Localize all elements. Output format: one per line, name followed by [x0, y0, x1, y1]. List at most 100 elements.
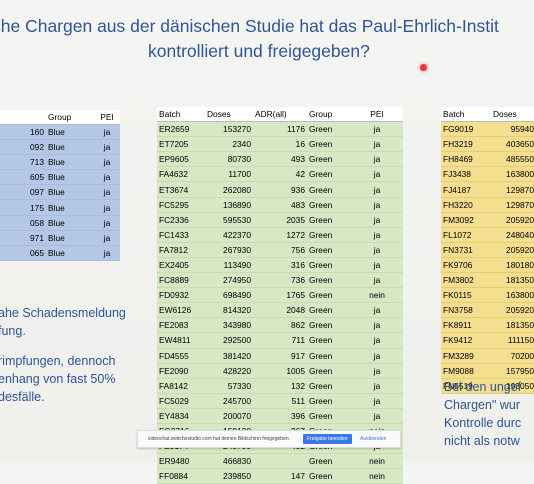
- table-cell: 239850: [205, 468, 253, 484]
- table-cell: ja: [351, 378, 403, 394]
- table-cell: FD4555: [157, 348, 205, 364]
- table-cell: Green: [307, 212, 351, 228]
- table-cell: ja: [94, 154, 120, 171]
- table-cell: FA8142: [157, 378, 205, 394]
- table-cell: 2048: [253, 302, 307, 319]
- table-row: 097 Blue ja: [0, 184, 120, 201]
- text-line: Chargen" wur: [444, 398, 521, 412]
- table-cell: 2340: [205, 136, 253, 153]
- table-cell: 175: [0, 199, 46, 216]
- table-row: FJ4187 129870: [441, 181, 534, 198]
- table-cell: ja: [351, 166, 403, 183]
- table-cell: 267930: [205, 242, 253, 258]
- table-cell: FN3731: [441, 242, 491, 258]
- table-row: FD4555 381420 917 Green ja: [157, 348, 403, 364]
- column-header: PEI: [351, 107, 403, 123]
- table-cell: 511: [253, 393, 307, 409]
- table-row: FN5519 193050: [441, 378, 534, 394]
- table-cell: FN3758: [441, 302, 491, 319]
- table-cell: 343980: [205, 317, 253, 334]
- table-cell: 113490: [205, 257, 253, 274]
- table-cell: 129870: [491, 181, 534, 198]
- table-cell: ja: [351, 302, 403, 319]
- table-cell: nein: [351, 468, 403, 484]
- table-row: 971 Blue ja: [0, 230, 120, 246]
- table-cell: nein: [351, 287, 403, 304]
- table-cell: Green: [307, 136, 351, 153]
- table-cell: 262080: [205, 181, 253, 198]
- table-cell: Green: [307, 272, 351, 289]
- table-cell: Green: [307, 393, 351, 409]
- hide-link[interactable]: Ausblenden: [360, 436, 387, 442]
- table-cell: 245700: [205, 393, 253, 409]
- table-row: FM3092 205920: [441, 212, 534, 228]
- table-cell: FC1433: [157, 227, 205, 243]
- yellow-batch-table: Batch Doses FG9019 95940 FH3219 403650 FH846…: [441, 107, 534, 394]
- table-cell: ja: [351, 257, 403, 274]
- table-cell: Blue: [46, 124, 94, 141]
- table-cell: Green: [307, 242, 351, 258]
- table-row: FA7812 267930 756 Green ja: [157, 242, 403, 258]
- text-line: desfälle.: [0, 390, 45, 404]
- table-cell: FM3289: [441, 348, 491, 364]
- table-cell: 1005: [253, 363, 307, 379]
- table-cell: 200070: [205, 408, 253, 424]
- table-row: FE2090 428220 1005 Green ja: [157, 363, 403, 379]
- table-cell: FJ4187: [441, 181, 491, 198]
- table-row: EW4811 292500 711 Green ja: [157, 332, 403, 349]
- table-row: FM3802 181350: [441, 272, 534, 289]
- table-cell: ja: [94, 230, 120, 246]
- table-cell: 205920: [491, 242, 534, 258]
- blue-batch-table: Group PEI 160 Blue ja 092 Blue ja 713 Blue ja 605…: [0, 110, 120, 261]
- table-cell: 1176: [253, 121, 307, 138]
- column-header: Doses: [205, 107, 253, 123]
- table-row: EY4834 200070 396 Green ja: [157, 408, 403, 424]
- table-cell: ja: [351, 272, 403, 289]
- table-cell: 70200: [491, 348, 534, 364]
- column-header: Group: [307, 107, 351, 123]
- table-cell: FL1072: [441, 227, 491, 243]
- table-row: FK8911 181350: [441, 317, 534, 334]
- column-header: Batch: [441, 107, 491, 123]
- table-row: FC5295 136890 483 Green ja: [157, 197, 403, 213]
- table-cell: 428220: [205, 363, 253, 379]
- table-row: FM3289 70200: [441, 348, 534, 364]
- table-cell: FK9706: [441, 257, 491, 274]
- table-row: FH3219 403650: [441, 136, 534, 153]
- table-cell: 180180: [491, 257, 534, 274]
- table-cell: ja: [351, 181, 403, 198]
- table-cell: FJ3438: [441, 166, 491, 183]
- text-line: rimpfungen, dennoch: [0, 354, 116, 368]
- table-cell: EP9605: [157, 151, 205, 168]
- table-cell: FK0115: [441, 287, 491, 304]
- table-cell: 736: [253, 272, 307, 289]
- table-cell: ER9480: [157, 453, 205, 470]
- table-cell: 485550: [491, 151, 534, 168]
- table-cell: FD0932: [157, 287, 205, 304]
- table-cell: 381420: [205, 348, 253, 364]
- table-cell: Green: [307, 378, 351, 394]
- table-cell: 111150: [491, 332, 534, 349]
- table-cell: Blue: [46, 169, 94, 186]
- table-cell: Blue: [46, 154, 94, 171]
- table-cell: 814320: [205, 302, 253, 319]
- table-cell: Green: [307, 332, 351, 349]
- table-cell: 756: [253, 242, 307, 258]
- table-cell: Green: [307, 121, 351, 138]
- table-header-row: Group PEI: [0, 110, 120, 125]
- table-cell: ja: [351, 332, 403, 349]
- table-cell: 065: [0, 245, 46, 261]
- stop-sharing-button[interactable]: Freigabe beenden: [303, 434, 352, 444]
- table-cell: Green: [307, 227, 351, 243]
- table-cell: FK8911: [441, 317, 491, 334]
- table-cell: 193050: [491, 378, 534, 394]
- table-cell: 466830: [205, 453, 253, 470]
- table-cell: 163800: [491, 287, 534, 304]
- table-row: ET7205 2340 16 Green ja: [157, 136, 403, 153]
- table-row: FC5029 245700 511 Green ja: [157, 393, 403, 409]
- table-cell: Green: [307, 181, 351, 198]
- table-cell: 1272: [253, 227, 307, 243]
- table-cell: 80730: [205, 151, 253, 168]
- table-cell: EW4811: [157, 332, 205, 349]
- table-cell: 595530: [205, 212, 253, 228]
